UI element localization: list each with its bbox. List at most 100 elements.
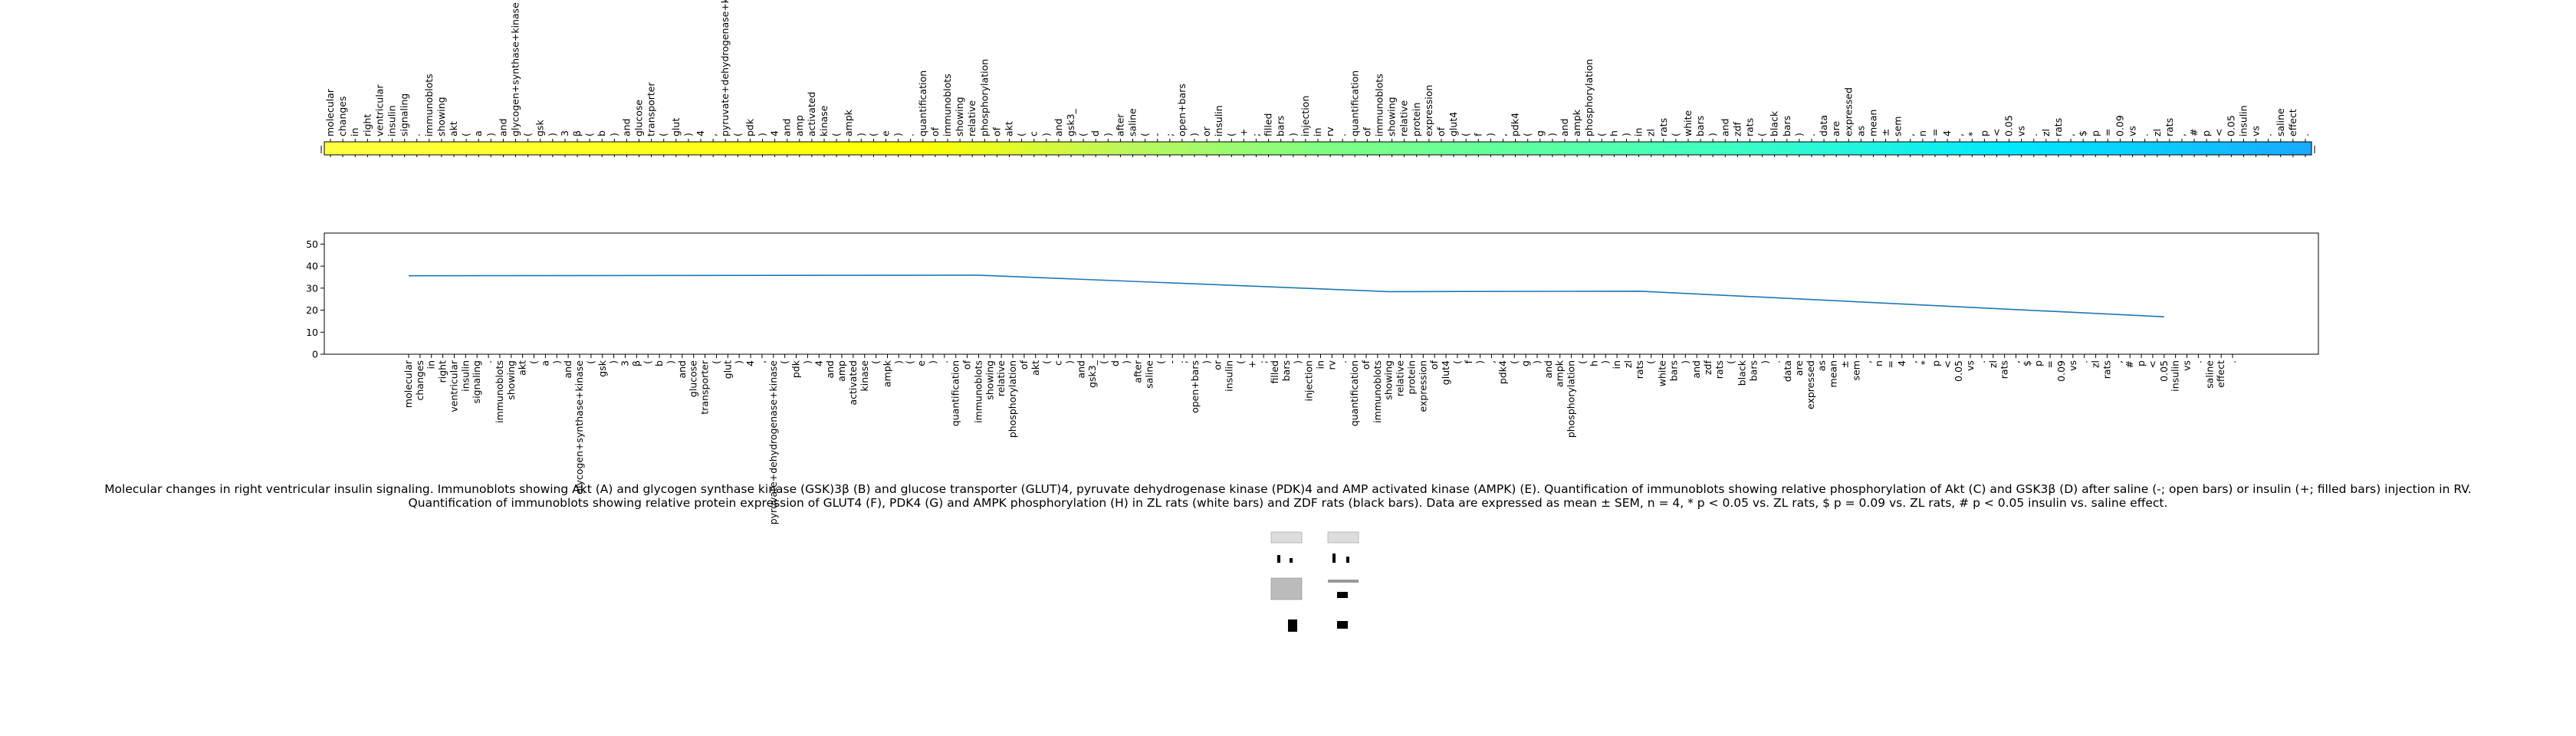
heatmap-tick-label: pyruvate+dehydrogenase+kinase: [719, 0, 731, 136]
heatmap-tick-label: open+bars: [1176, 84, 1188, 136]
heatmap-tick-label: (: [1595, 133, 1607, 136]
heatmap-tick-label: immunoblots: [423, 74, 435, 136]
x-tick-label: (: [870, 360, 882, 364]
x-tick-label: ,: [2112, 360, 2124, 363]
x-tick-label: h: [1588, 360, 1599, 366]
heatmap-tick-label: p: [2089, 130, 2101, 136]
x-tick-label: of: [1360, 360, 1372, 370]
x-tick-label: right: [437, 360, 449, 383]
x-tick-label: and: [1543, 360, 1554, 379]
heatmap-tick-label: quantification: [1349, 71, 1360, 136]
x-tick-label: vs: [2181, 360, 2193, 371]
x-tick-label: in: [1315, 360, 1326, 369]
x-tick-label: of: [1018, 360, 1030, 370]
heatmap-cells: [324, 141, 2312, 156]
x-tick-label: and: [676, 360, 688, 379]
heatmap-tick-label: ): [1620, 133, 1631, 136]
heatmap-tick-label: ,: [707, 133, 718, 136]
heatmap-tick-label: (: [731, 133, 743, 136]
x-tick-label: open+bars: [1189, 360, 1201, 413]
x-tick-label: *: [1919, 360, 1930, 365]
x-tick-label: rv: [1326, 360, 1337, 370]
heatmap-tick-label: ): [1287, 133, 1299, 136]
heatmap-tick-label: rats: [2052, 118, 2064, 136]
x-tick-label: immunoblots: [1372, 360, 1383, 423]
heatmap-tick-label: akt: [1004, 121, 1015, 136]
x-tick-label: injection: [1303, 360, 1315, 401]
x-tick-label: ): [1201, 360, 1212, 364]
x-tick-label: bars: [1748, 360, 1760, 381]
x-tick-label: molecular: [402, 360, 414, 408]
x-tick-label: insulin: [2170, 360, 2181, 392]
heatmap-tick-label: *: [1966, 132, 1977, 136]
heatmap-tick-label: c: [1028, 131, 1040, 136]
x-tick-label: ): [550, 360, 562, 364]
x-tick-label: p: [2032, 360, 2044, 366]
heatmap-tick-label: ,: [1497, 133, 1508, 136]
x-tick-label: c: [1053, 360, 1064, 366]
x-tick-label: ventricular: [448, 360, 459, 412]
x-tick-label: zl: [1987, 360, 1999, 368]
x-tick-label: akt: [1030, 360, 1041, 376]
heatmap-tick-label: (: [1670, 133, 1681, 136]
x-tick-label: (: [1451, 360, 1463, 364]
x-tick-label: are: [1793, 360, 1805, 376]
heatmap-tick-label: ): [682, 133, 694, 136]
heatmap-tick-label: e: [880, 130, 892, 136]
x-tick-label: ): [1679, 360, 1691, 364]
heatmap-tick-label: zdf: [1731, 122, 1743, 136]
heatmap-tick-label: expression: [1423, 85, 1434, 136]
heatmap-tick-label: $: [2077, 130, 2088, 136]
x-tick-label: rats: [1999, 360, 2010, 379]
x-tick-label: .: [2192, 360, 2203, 363]
heatmap-tick-label: in: [1633, 128, 1644, 136]
heatmap-tick-label: ): [1546, 133, 1558, 136]
heatmap-tick-label: .: [905, 133, 916, 136]
heatmap-tick-label: (: [830, 133, 842, 136]
heatmap-tick-label: ): [1188, 133, 1200, 136]
heatmap-tick-label: .: [1336, 133, 1348, 136]
x-tick-label: ): [892, 360, 904, 364]
x-tick-label: (: [1508, 360, 1520, 364]
x-tick-label: (: [585, 360, 596, 364]
x-tick-label: ampk: [1554, 360, 1566, 387]
heatmap-tick-label: (: [583, 133, 595, 136]
heatmap-tick-label: immunoblots: [1373, 74, 1385, 136]
heatmap-tick-label: .: [2299, 133, 2311, 136]
x-tick-label: and: [1075, 360, 1086, 379]
heatmap-tick-label: gsk: [534, 120, 546, 136]
x-tick-label: g: [1520, 360, 1531, 366]
heatmap-tick-label: zl: [2040, 129, 2052, 136]
heatmap-tick-label: vs: [2016, 126, 2027, 136]
heatmap-tick-label: quantification: [917, 71, 928, 136]
x-tick-label: ,: [1486, 360, 1497, 363]
heatmap-tick-label: molecular: [324, 88, 336, 136]
heatmap-tick-label: h: [1608, 130, 1619, 136]
heatmap-tick-label: (: [1016, 133, 1027, 136]
heatmap-tick-label: ): [1484, 133, 1496, 136]
x-tick-label: f: [1463, 360, 1474, 363]
x-tick-label: white: [1657, 360, 1668, 387]
x-tick-label: immunoblots: [972, 360, 984, 423]
figure-caption-line-2: Quantification of immunoblots showing re…: [408, 496, 2168, 510]
heatmap-tick-label: insulin: [1213, 105, 1224, 136]
heatmap-tick-label: 4: [695, 130, 706, 136]
heatmap-tick-label: activated: [806, 92, 817, 137]
heatmap-tick-label: glut: [670, 118, 682, 136]
x-tick-label: ): [608, 360, 619, 364]
heatmap-tick-label: of: [929, 127, 941, 136]
heatmap-tick-label: of: [1361, 127, 1372, 136]
heatmap-tick-label: a: [472, 130, 484, 136]
x-tick-label: bars: [1668, 360, 1679, 381]
heatmap-tick-label: in: [1312, 128, 1323, 136]
y-tick-label: 0: [312, 349, 318, 360]
heatmap-tick-label: ampk: [1571, 109, 1582, 136]
heatmap-tick-label: immunoblots: [941, 74, 953, 136]
heatmap-tick-label: rv: [1324, 127, 1336, 136]
x-tick-label: 3: [619, 360, 631, 366]
x-tick-label: gsk3_: [1086, 360, 1098, 388]
x-tick-label: expression: [1417, 360, 1428, 412]
heatmap-tick-label: relative: [1398, 100, 1410, 136]
x-tick-label: and: [562, 360, 573, 379]
y-tick-label: 50: [306, 238, 318, 250]
